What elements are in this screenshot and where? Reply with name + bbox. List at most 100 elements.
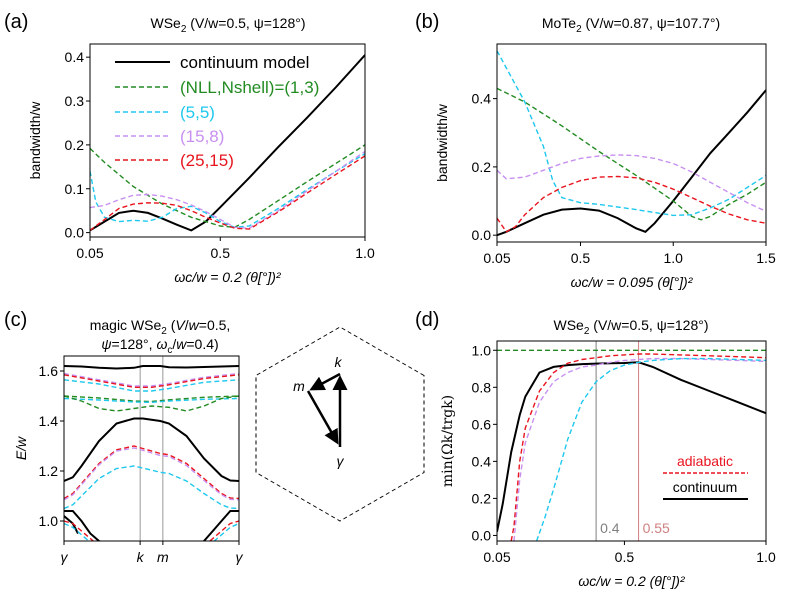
threshold-label: 0.4 [600,520,620,536]
y-axis-label: min(Ωk/trgk) [440,395,456,487]
series-line [90,155,365,231]
panel-label: (a) [4,11,28,33]
y-tick-label: 1.4 [39,413,59,429]
title-line: ψ=128°, ωc/w=0.4) [101,336,218,356]
legend-label: adiabatic [677,453,733,469]
series-line [513,357,766,541]
y-tick-label: 0.3 [65,93,85,109]
panel-2: (b) MoTe2 (V/w=0.87, ψ=107.7°) 0.0 0.2 0.4 0.… [415,11,776,290]
series-line [64,417,239,482]
y-tick-label: 0.2 [65,137,85,153]
title-line: magic WSe2 (V/w=0.5, [90,317,231,337]
bz-label: k [335,354,343,370]
x-axis-label: ωc/w = 0.095 (θ[°])² [571,274,694,290]
y-tick-label: 1.2 [39,463,59,479]
y-tick-label: 0.4 [472,91,492,107]
series-line [497,89,766,237]
legend-label: (5,5) [180,103,215,122]
extras: continuum model (NLL,Nshell)=(1,3) (5,5) (1… [90,53,748,522]
series-line [64,510,102,541]
axes-frame [496,340,767,542]
series-line [90,150,365,229]
x-tick-label: 0.5 [211,245,231,261]
series-line [497,154,766,212]
bz-arrow [309,372,341,391]
series-line [497,50,766,217]
x-axis-label: ωc/w = 0.2 (θ[°])² [578,573,686,589]
series-line [64,520,95,541]
series-line [64,397,239,404]
series-line [64,395,239,412]
panel-title: WSe2 (V/w=0.5, ψ=128°) [151,15,306,35]
y-axis-label: bandwidth/w [434,103,450,182]
series-line [64,395,239,403]
series-line [497,175,766,233]
series-line [213,522,239,541]
series-line [90,153,365,229]
panel-title: WSe2 (V/w=0.5, ψ=128°) [554,317,709,337]
y-tick-label: 0.4 [65,49,85,65]
panel-c-title: magic WSe2 (V/w=0.5,ψ=128°, ωc/w=0.4) [90,317,231,356]
data-area [90,54,365,232]
panel-label: (b) [415,11,439,33]
panel-label: (d) [415,309,439,331]
y-axis-label: E/w [13,436,29,460]
y-tick-label: 0.8 [472,379,492,395]
y-tick-label: 0.1 [65,181,85,197]
y-tick-label: 0.4 [472,453,492,469]
series-line [64,465,239,510]
series-line [90,54,365,232]
data-area [497,50,766,237]
y-axis-label: bandwidth/w [27,101,43,180]
series-line [201,510,239,541]
x-tick-label: 0.5 [571,250,591,266]
y-tick-label: 1.6 [39,363,59,379]
panel-4: (d) WSe2 (V/w=0.5, ψ=128°) 0.4 0.55 0.0 0.2 0.… [415,309,776,589]
panel-title: MoTe2 (V/w=0.87, ψ=107.7°) [542,15,720,35]
axes-frame [63,355,240,542]
y-tick-label: 0.2 [472,490,492,506]
axes-frame [89,43,366,238]
series-line [90,144,365,229]
panel-3: (c) 1.0 1.2 1.4 1.6 γ k m γ E/w [4,309,244,565]
x-tick-label: 0.05 [76,245,103,261]
x-tick-label: 0.05 [483,250,510,266]
x-tick-label: 0.05 [483,549,510,565]
threshold-label: 0.55 [643,520,670,536]
legend-label: continuum [673,479,738,495]
data-area [497,341,766,541]
brillouin-zone [255,326,425,522]
series-line [64,365,239,370]
legend-label: (NLL,Nshell)=(1,3) [180,78,319,97]
x-tick-label: 1.0 [664,250,684,266]
series-line [64,374,239,388]
x-tick-label: γ [236,549,244,565]
series-line [64,447,239,501]
series-line [497,87,766,221]
y-tick-label: 0.2 [472,159,492,175]
x-tick-label: 1.0 [756,549,776,565]
y-tick-label: 0.0 [472,527,492,543]
bz-arrow [306,390,339,445]
y-tick-label: 0.0 [65,225,85,241]
x-tick-label: 0.5 [615,549,635,565]
y-tick-label: 1.0 [472,342,492,358]
series-line [497,361,766,532]
legend-label: continuum model [180,53,309,72]
panel-1: (a) WSe2 (V/w=0.5, ψ=128°) 0.0 0.1 0.2 0.3 0.4… [4,11,375,285]
bz-label: m [293,378,305,394]
x-axis-label: ωc/w = 0.2 (θ[°])² [174,269,282,285]
axes-frame [496,43,767,243]
legend-label: (25,15) [180,151,234,170]
x-tick-label: 1.0 [355,245,375,261]
y-tick-label: 0.6 [472,416,492,432]
series-line [208,520,239,541]
x-tick-label: m [157,549,169,565]
x-tick-label: 1.5 [756,250,776,266]
panel-label: (c) [4,309,27,331]
series-line [64,372,239,387]
series-line [64,379,239,392]
x-tick-label: γ [61,549,69,565]
panels: (a) WSe2 (V/w=0.5, ψ=128°) 0.0 0.1 0.2 0.3 0.4… [4,11,776,589]
